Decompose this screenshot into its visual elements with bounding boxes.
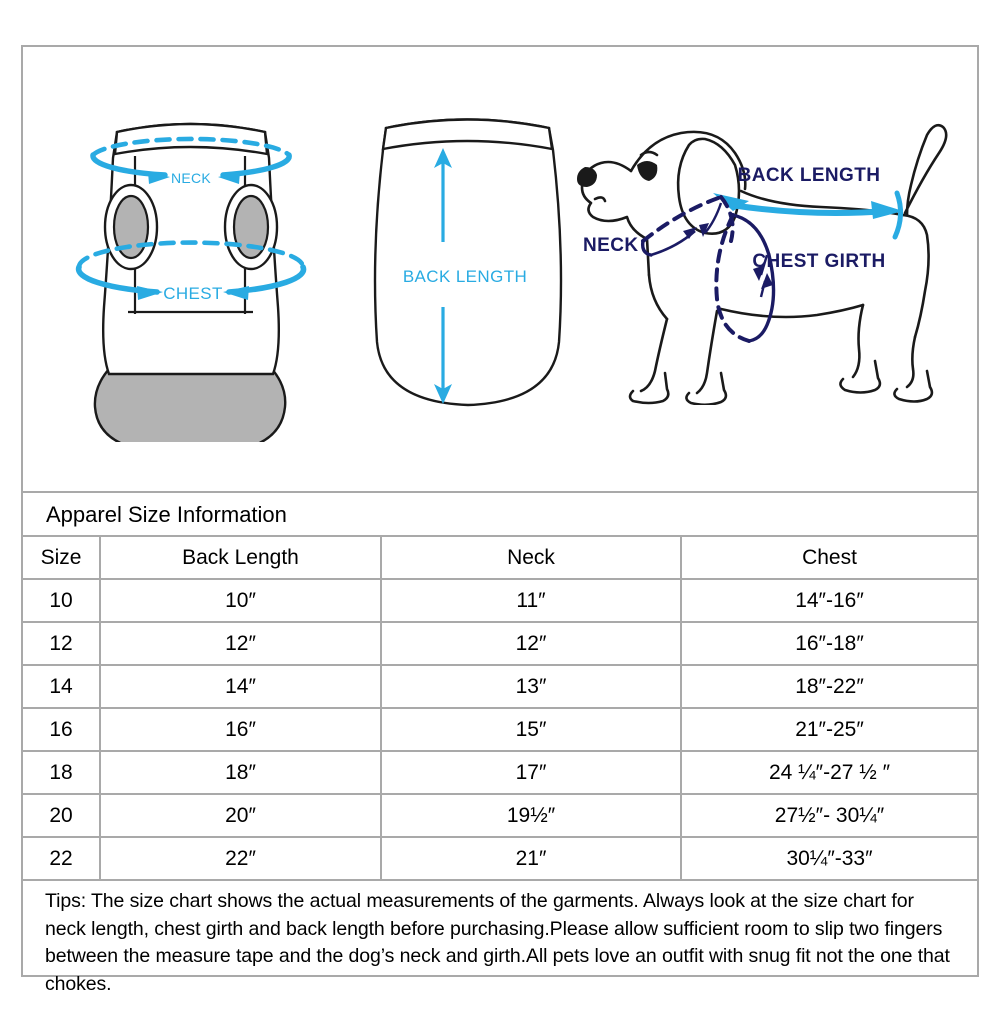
neck-label: NECK	[171, 170, 211, 186]
size-table-section: Apparel Size Information Size Back Lengt…	[23, 493, 977, 999]
cell-size: 18	[23, 751, 101, 795]
table-row: 18 18″ 17″ 24 ¼″-27 ½ ″	[23, 751, 977, 795]
dog-hind-paw-right	[893, 369, 934, 403]
table-row: 10 10″ 11″ 14″-16″	[23, 579, 977, 623]
neck-loop-back	[90, 136, 292, 158]
column-header-chest: Chest	[681, 537, 977, 580]
cell-neck: 17″	[381, 751, 682, 795]
garment-back-view: BACK LENGTH	[373, 118, 563, 407]
dog-hind-paw-left	[839, 359, 882, 394]
neck-arrow-left-icon	[148, 172, 170, 184]
dog-back-length-arrow-line	[728, 202, 890, 216]
diagram-area: NECK CHEST BACK LENGTH	[23, 47, 977, 493]
back-length-label: BACK LENGTH	[403, 267, 527, 286]
cell-chest: 27½″- 30¼″	[681, 794, 977, 838]
column-header-size: Size	[23, 537, 101, 580]
table-header-row: Size Back Length Neck Chest	[23, 537, 977, 580]
cell-size: 10	[23, 579, 101, 623]
apparel-size-information-title: Apparel Size Information	[23, 493, 977, 537]
dog-measurement-illustration: BACK LENGTH NECK CHEST GIRTH	[577, 123, 948, 405]
cell-chest: 21″-25″	[681, 708, 977, 752]
cell-neck: 19½″	[381, 794, 682, 838]
dog-neck-loop-lower	[640, 239, 653, 257]
cell-back-length: 16″	[100, 708, 382, 752]
table-row: 12 12″ 12″ 16″-18″	[23, 622, 977, 666]
dog-hindquarter	[901, 213, 930, 339]
dog-belly-line	[719, 303, 865, 319]
size-table: Size Back Length Neck Chest 10 10″ 11″ 1…	[23, 537, 977, 881]
dog-front-paw-right	[685, 371, 728, 405]
dog-chest-girth-label: CHEST GIRTH	[752, 251, 885, 272]
garment-front-view: NECK CHEST	[75, 122, 307, 442]
column-header-back-length: Back Length	[100, 537, 382, 580]
dog-skull-outline	[629, 130, 747, 191]
dog-hind-leg-left	[851, 303, 865, 379]
dog-tail	[903, 123, 948, 217]
cell-size: 20	[23, 794, 101, 838]
dog-hind-leg-right	[905, 335, 917, 389]
table-row: 14 14″ 13″ 18″-22″	[23, 665, 977, 709]
cell-neck: 13″	[381, 665, 682, 709]
cell-chest: 14″-16″	[681, 579, 977, 623]
table-row: 22 22″ 21″ 30¼″-33″	[23, 837, 977, 881]
cell-neck: 12″	[381, 622, 682, 666]
cell-back-length: 18″	[100, 751, 382, 795]
cell-neck: 11″	[381, 579, 682, 623]
cell-neck: 15″	[381, 708, 682, 752]
cell-back-length: 14″	[100, 665, 382, 709]
neck-arrow-right-icon	[218, 172, 240, 184]
garment-back-collar	[381, 118, 554, 151]
tips-text: Tips: The size chart shows the actual me…	[45, 890, 950, 996]
dog-neck-pointer-arrow-icon-2	[699, 223, 709, 237]
dog-chest-loop-back	[714, 213, 751, 343]
size-chart-frame: NECK CHEST BACK LENGTH	[21, 45, 979, 995]
cell-chest: 24 ¼″-27 ½ ″	[681, 751, 977, 795]
cell-size: 22	[23, 837, 101, 881]
dog-chest-loop-front	[731, 213, 776, 343]
chest-arrow-right-icon	[223, 286, 249, 300]
dog-front-leg-left	[639, 317, 669, 393]
table-row: 20 20″ 19½″ 27½″- 30¼″	[23, 794, 977, 838]
cell-back-length: 12″	[100, 622, 382, 666]
dog-eye-icon	[637, 161, 658, 181]
cell-back-length: 10″	[100, 579, 382, 623]
cell-back-length: 20″	[100, 794, 382, 838]
dog-chest-arrow-up-icon	[761, 273, 773, 289]
dog-neck-loop-upper	[641, 195, 723, 243]
dog-front-paw-left	[628, 371, 670, 405]
armhole-left-inner	[112, 194, 150, 260]
dog-nose-icon	[577, 167, 597, 187]
dog-back-length-arrowhead-right-icon	[871, 201, 903, 219]
chest-loop-back	[76, 240, 306, 270]
cell-chest: 16″-18″	[681, 622, 977, 666]
dog-eyebrow	[639, 150, 659, 157]
garment-back-outline	[373, 118, 563, 407]
cell-chest: 30¼″-33″	[681, 837, 977, 881]
cell-back-length: 22″	[100, 837, 382, 881]
cell-size: 14	[23, 665, 101, 709]
dog-neck-front	[647, 273, 669, 321]
armhole-right-inner	[232, 194, 270, 260]
cell-size: 16	[23, 708, 101, 752]
column-header-neck: Neck	[381, 537, 682, 580]
dog-neck-pointer-arrow-icon	[683, 227, 697, 239]
cell-size: 12	[23, 622, 101, 666]
cell-chest: 18″-22″	[681, 665, 977, 709]
dog-neck-pointer-line-2	[704, 202, 723, 234]
dog-neck-label: NECK	[583, 235, 638, 256]
chest-label: CHEST	[163, 284, 223, 303]
dog-muzzle-outline	[580, 160, 651, 277]
back-length-arrowhead-top-icon	[434, 148, 452, 168]
table-row: 16 16″ 15″ 21″-25″	[23, 708, 977, 752]
dog-chest-arrow-down-icon	[753, 265, 765, 281]
dog-front-leg-right	[695, 309, 719, 395]
dog-mouth-line	[593, 196, 607, 203]
cell-neck: 21″	[381, 837, 682, 881]
chest-arrow-left-icon	[137, 286, 163, 300]
dog-back-length-end-tick	[892, 190, 903, 240]
back-length-arrowhead-bottom-icon	[434, 384, 452, 404]
dog-back-length-label: BACK LENGTH	[738, 165, 881, 186]
